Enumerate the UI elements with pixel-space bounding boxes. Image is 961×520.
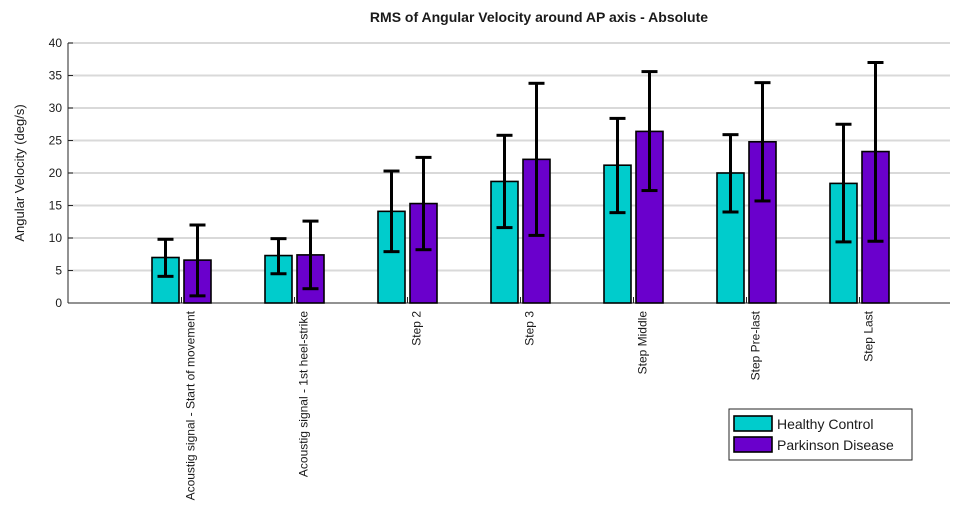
y-tick-label: 25 [49, 134, 63, 148]
error-bars [157, 61, 884, 298]
legend-label: Healthy Control [777, 416, 874, 432]
legend-swatch [733, 436, 773, 453]
y-tick-label: 35 [49, 69, 63, 83]
category-label: Step 2 [410, 311, 424, 346]
category-labels: Acoustig signal - Start of movement Acous… [184, 310, 876, 500]
category-label: Step 3 [523, 311, 537, 346]
category-label: Acoustig signal - 1st heel-strike [297, 311, 311, 477]
legend: Healthy Control Parkinson Disease [728, 408, 913, 461]
category-label: Step Last [862, 310, 876, 361]
category-label: Step Middle [636, 311, 650, 375]
bar [716, 172, 745, 304]
tick-labels: 0 5 10 15 20 25 30 35 40 [49, 36, 63, 310]
bar [264, 254, 293, 304]
y-tick-label: 40 [49, 36, 63, 50]
y-tick-label: 5 [55, 264, 62, 278]
y-tick-label: 15 [49, 199, 63, 213]
chart-title: RMS of Angular Velocity around AP axis -… [370, 9, 708, 25]
legend-label: Parkinson Disease [777, 437, 894, 453]
category-label: Step Pre-last [749, 310, 763, 380]
category-label: Acoustig signal - Start of movement [184, 310, 198, 500]
bar [490, 180, 519, 304]
y-tick-label: 10 [49, 231, 63, 245]
legend-swatch [733, 415, 773, 432]
y-tick-label: 0 [55, 296, 62, 310]
y-axis-label: Angular Velocity (deg/s) [12, 104, 27, 241]
y-tick-label: 30 [49, 101, 63, 115]
bars [151, 130, 890, 304]
y-tick-label: 20 [49, 166, 63, 180]
